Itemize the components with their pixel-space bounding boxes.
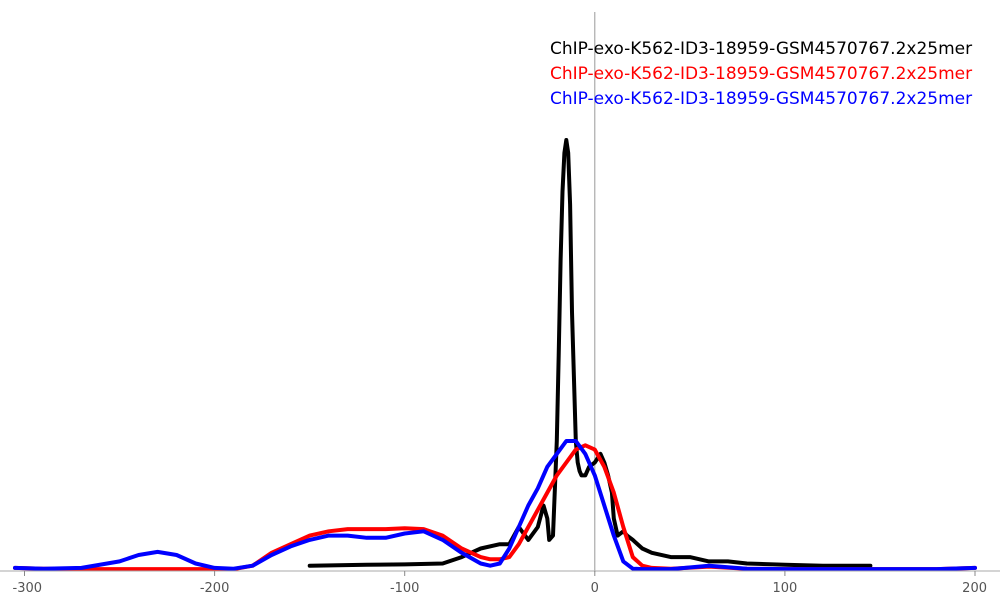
x-tick-label: -200 xyxy=(200,581,230,596)
x-tick-label: 0 xyxy=(591,581,599,596)
legend-entry-1: ChIP-exo-K562-ID3-18959-GSM4570767.2x25m… xyxy=(550,39,972,59)
series-line-1 xyxy=(307,138,873,568)
legend-entry-2: ChIP-exo-K562-ID3-18959-GSM4570767.2x25m… xyxy=(550,64,972,84)
x-tick-label: 200 xyxy=(962,581,987,596)
x-tick-label: -100 xyxy=(390,581,420,596)
legend-entry-3: ChIP-exo-K562-ID3-18959-GSM4570767.2x25m… xyxy=(550,89,972,109)
x-axis: -300 -200 -100 0 100 200 xyxy=(0,570,1000,596)
legend: ChIP-exo-K562-ID3-18959-GSM4570767.2x25m… xyxy=(550,39,972,109)
x-tick-label: -300 xyxy=(13,581,43,596)
x-tick-label: 100 xyxy=(772,581,797,596)
series-line-3 xyxy=(13,439,977,572)
series-layer xyxy=(13,138,977,572)
